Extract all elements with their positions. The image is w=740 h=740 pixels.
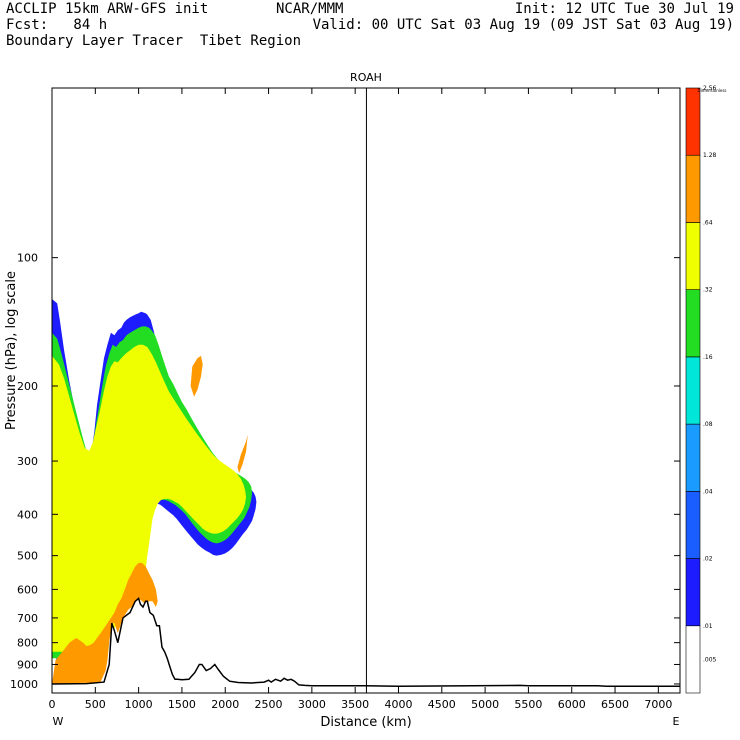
field-name-label: Boundary Layer Tracer Tibet Region: [6, 33, 302, 49]
init-time-label: Init: 12 UTC Tue 30 Jul 19: [514, 1, 734, 17]
organization-label: NCAR/MMM: [276, 1, 344, 17]
east-direction-label: E: [673, 715, 680, 728]
y-tick-label: 900: [17, 658, 38, 671]
colorbar-swatch: [685, 154, 701, 223]
tracer-fill-layer: [52, 299, 257, 684]
y-tick-label: 200: [17, 380, 38, 393]
x-tick-label: 3500: [341, 698, 369, 711]
x-tick-label: 1000: [125, 698, 153, 711]
x-tick-label: 3000: [298, 698, 326, 711]
x-tick-label: 4500: [428, 698, 456, 711]
y-axis: 100 200 300 400 500 600 700 800 900 1000: [10, 252, 680, 691]
tracer-region-5: [237, 434, 248, 473]
tracer-region-2: [52, 344, 246, 652]
terrain-layer: [51, 597, 680, 693]
colorbar-swatch: [685, 423, 701, 492]
valid-time-label: Valid: 00 UTC Sat 03 Aug 19 (09 JST Sat …: [312, 17, 734, 33]
colorbar-level-label: 2.56: [703, 85, 717, 92]
colorbar-level-label: .04: [703, 488, 713, 495]
colorbar-level-label: .64: [703, 219, 713, 226]
chart-title: ROAH: [350, 71, 382, 84]
y-axis-label: Pressure (hPa), log scale: [4, 271, 19, 430]
y-tick-label: 600: [17, 583, 38, 596]
west-direction-label: W: [53, 715, 64, 728]
plot-frame: [51, 87, 681, 694]
y-tick-label: 1000: [10, 678, 38, 691]
x-tick-label: 4000: [384, 698, 412, 711]
x-tick-label: 5000: [471, 698, 499, 711]
colorbar-level-label: .16: [703, 354, 713, 361]
colorbar-swatch: [685, 222, 701, 290]
tracer-region-3: [52, 562, 158, 684]
colorbar-swatch: [685, 356, 701, 425]
colorbar-level-label: .005: [703, 656, 717, 663]
colorbar-swatch: [685, 87, 701, 156]
x-tick-label: 1500: [168, 698, 196, 711]
x-tick-label: 2500: [255, 698, 283, 711]
colorbar-level-label: .08: [703, 421, 713, 428]
x-tick-label: 500: [85, 698, 106, 711]
terrain-line: [51, 597, 680, 687]
colorbar-swatch: [685, 289, 701, 358]
colorbar-title: Dimensionless: [697, 88, 726, 93]
y-tick-label: 300: [17, 455, 38, 468]
x-tick-label: 7000: [644, 698, 672, 711]
forecast-hour-label: Fcst: 84 h: [6, 17, 108, 33]
x-axis-label: Distance (km): [320, 715, 411, 730]
colorbar-swatch: [685, 558, 701, 627]
y-tick-label: 400: [17, 508, 38, 521]
x-tick-label: 6000: [558, 698, 586, 711]
colorbar-swatch: [685, 625, 701, 694]
y-tick-label: 700: [17, 612, 38, 625]
x-tick-label: 5500: [514, 698, 542, 711]
x-tick-label: 6500: [601, 698, 629, 711]
model-run-label: ACCLIP 15km ARW-GFS init: [6, 1, 209, 17]
x-axis: 0 500 1000 1500 2000 2500 3000 3500 4000 4500 5000…: [49, 88, 672, 711]
x-tick-label: 2000: [211, 698, 239, 711]
x-tick-label: 0: [49, 698, 56, 711]
colorbar: .005 .01 .02 .04 .08 .16 .32 .64 1.28 2.56: [685, 85, 717, 694]
y-tick-label: 100: [17, 252, 38, 265]
y-tick-label: 500: [17, 550, 38, 563]
y-tick-label: 800: [17, 637, 38, 650]
colorbar-level-label: .01: [703, 623, 713, 630]
colorbar-level-label: 1.28: [703, 152, 717, 159]
tracer-region-4: [190, 355, 203, 397]
colorbar-level-label: .02: [703, 556, 713, 563]
colorbar-level-label: .32: [703, 287, 713, 294]
colorbar-swatch: [685, 491, 701, 559]
